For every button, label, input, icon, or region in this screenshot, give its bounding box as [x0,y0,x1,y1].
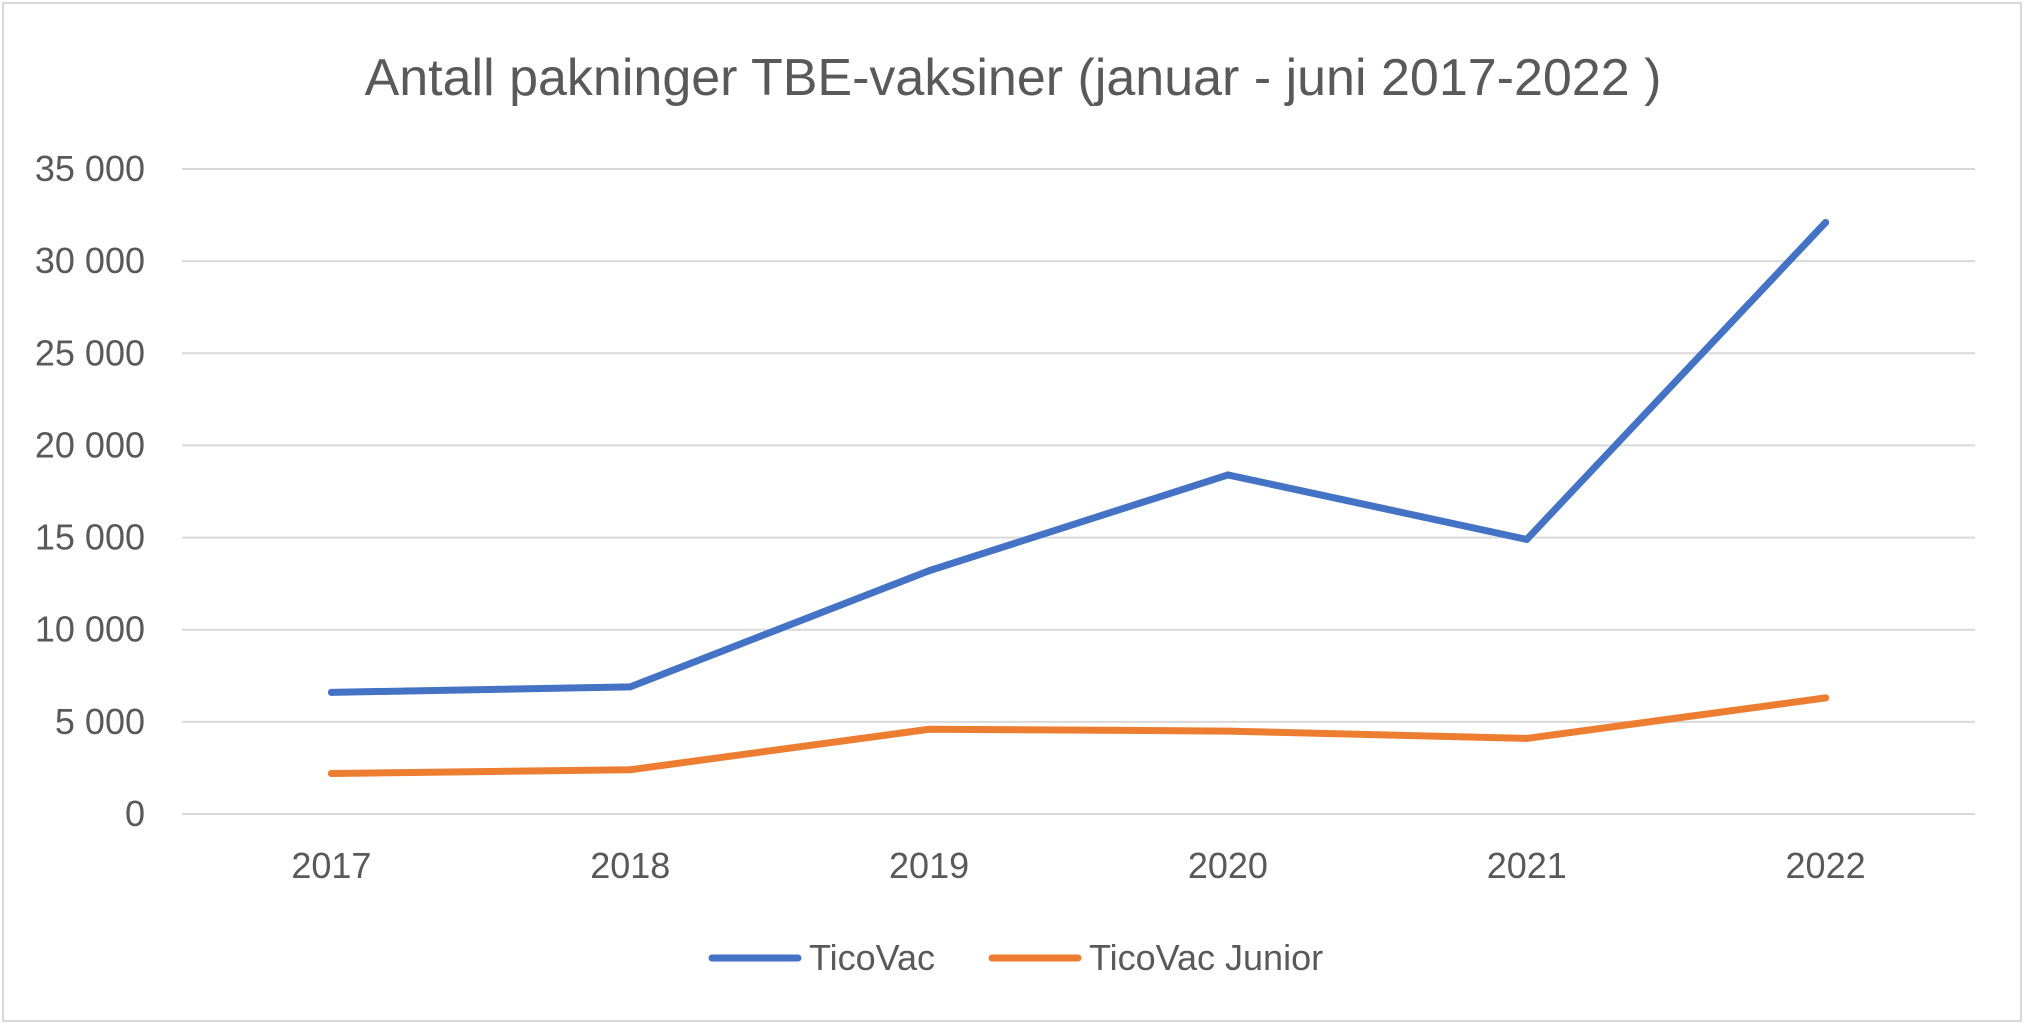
data-point [626,683,634,691]
series-lines [327,218,1830,777]
data-point [1224,471,1232,479]
y-tick-label: 15 000 [35,517,145,558]
data-point [1822,694,1830,702]
data-point [1224,727,1232,735]
x-tick-label: 2017 [291,845,371,886]
x-tick-label: 2019 [889,845,969,886]
y-tick-label: 20 000 [35,424,145,465]
y-tick-label: 30 000 [35,240,145,281]
x-axis-tick-labels: 2017 2018 2019 2020 2021 2022 [291,845,1865,886]
x-tick-label: 2018 [590,845,670,886]
y-tick-label: 35 000 [35,148,145,189]
data-point [1523,734,1531,742]
y-tick-label: 5 000 [55,701,145,742]
x-tick-label: 2020 [1188,845,1268,886]
chart-title: Antall pakninger TBE-vaksiner (januar - … [365,49,1662,107]
series-line-0 [327,218,1830,696]
data-point [1523,535,1531,543]
legend-label: TicoVac [809,937,935,978]
gridlines [182,168,1975,815]
y-tick-label: 10 000 [35,609,145,650]
legend: TicoVac TicoVac Junior [708,937,1323,978]
x-tick-label: 2022 [1786,845,1866,886]
y-tick-label: 0 [125,793,145,834]
data-point [925,567,933,575]
y-tick-label: 25 000 [35,332,145,373]
data-point [327,688,335,696]
x-tick-label: 2021 [1487,845,1567,886]
data-point [1822,218,1830,226]
data-point [626,766,634,774]
y-axis-tick-labels: 0 5 000 10 000 15 000 20 000 25 000 30 000 35 0… [35,148,145,834]
data-point [925,725,933,733]
legend-label: TicoVac Junior [1089,937,1323,978]
series-line-1 [327,694,1830,777]
data-point [327,769,335,777]
